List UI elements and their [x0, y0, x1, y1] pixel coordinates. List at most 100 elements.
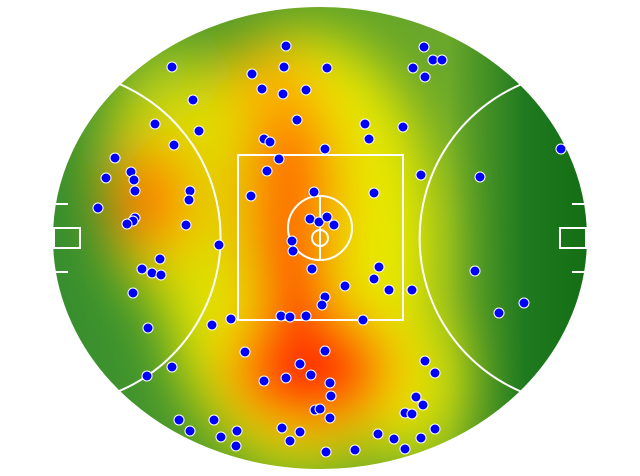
point — [256, 83, 268, 95]
point — [100, 172, 112, 184]
point — [287, 245, 299, 257]
point — [166, 61, 178, 73]
point — [372, 428, 384, 440]
point — [258, 375, 270, 387]
point — [129, 185, 141, 197]
point — [321, 211, 333, 223]
point — [357, 314, 369, 326]
point — [193, 125, 205, 137]
point — [294, 358, 306, 370]
point — [154, 253, 166, 265]
point — [121, 218, 133, 230]
point — [324, 412, 336, 424]
point — [166, 361, 178, 373]
point — [284, 435, 296, 447]
point — [230, 440, 242, 452]
point — [149, 118, 161, 130]
point — [308, 186, 320, 198]
point — [363, 133, 375, 145]
point — [399, 443, 411, 455]
point — [206, 319, 218, 331]
point — [184, 425, 196, 437]
point — [180, 219, 192, 231]
point — [294, 426, 306, 438]
point — [280, 40, 292, 52]
point — [136, 263, 148, 275]
point — [300, 310, 312, 322]
point — [275, 310, 287, 322]
point — [313, 216, 325, 228]
point — [92, 202, 104, 214]
point — [264, 136, 276, 148]
point — [493, 307, 505, 319]
point — [469, 265, 481, 277]
point — [141, 370, 153, 382]
point — [419, 355, 431, 367]
point — [316, 299, 328, 311]
point — [415, 432, 427, 444]
point — [276, 422, 288, 434]
point — [231, 425, 243, 437]
point — [184, 185, 196, 197]
point — [373, 261, 385, 273]
point — [383, 284, 395, 296]
point — [225, 313, 237, 325]
point — [245, 190, 257, 202]
point — [407, 62, 419, 74]
point — [278, 61, 290, 73]
point — [397, 121, 409, 133]
point — [168, 139, 180, 151]
point — [187, 94, 199, 106]
point — [368, 273, 380, 285]
point — [324, 377, 336, 389]
point — [261, 165, 273, 177]
point — [429, 367, 441, 379]
field-lines — [51, 5, 589, 471]
point — [436, 54, 448, 66]
point — [415, 169, 427, 181]
point — [109, 152, 121, 164]
point — [273, 153, 285, 165]
point — [208, 414, 220, 426]
point — [518, 297, 530, 309]
point — [128, 174, 140, 186]
point — [286, 235, 298, 247]
point — [406, 284, 418, 296]
point — [239, 346, 251, 358]
point — [418, 41, 430, 53]
point — [474, 171, 486, 183]
point — [319, 345, 331, 357]
point — [410, 391, 422, 403]
point — [359, 118, 371, 130]
point — [349, 444, 361, 456]
point — [406, 408, 418, 420]
point — [388, 433, 400, 445]
point — [291, 114, 303, 126]
point — [306, 263, 318, 275]
point — [304, 213, 316, 225]
point — [325, 390, 337, 402]
point — [246, 68, 258, 80]
point — [173, 414, 185, 426]
point — [213, 239, 225, 251]
point — [215, 431, 227, 443]
point — [142, 322, 154, 334]
point — [277, 88, 289, 100]
point — [280, 372, 292, 384]
point — [429, 423, 441, 435]
point — [368, 187, 380, 199]
point — [319, 143, 331, 155]
point — [417, 399, 429, 411]
points — [92, 40, 567, 458]
point — [146, 267, 158, 279]
point — [321, 62, 333, 74]
point — [555, 143, 567, 155]
point — [305, 369, 317, 381]
point — [300, 84, 312, 96]
point — [328, 219, 340, 231]
point — [320, 446, 332, 458]
point — [127, 287, 139, 299]
point — [339, 280, 351, 292]
